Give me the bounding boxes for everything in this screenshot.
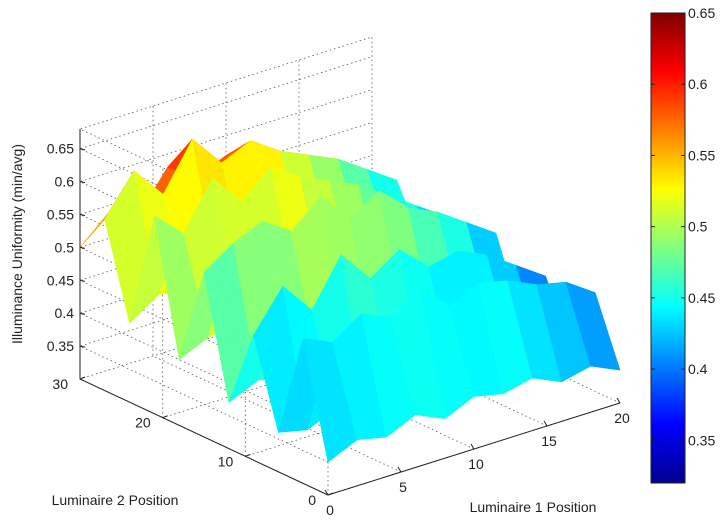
colorbar-tick-label: 0.5 — [688, 219, 708, 235]
z-tick-mark — [79, 246, 86, 249]
x-tick-label: 15 — [541, 433, 557, 449]
z-tick-label: 0.4 — [55, 305, 75, 321]
z-tick-label: 0.35 — [47, 338, 74, 354]
y-axis-line — [79, 378, 329, 496]
z-tick-mark — [79, 345, 86, 348]
z-tick-mark — [79, 312, 86, 315]
y-tick-mark — [245, 453, 251, 457]
colorbar-tick-label: 0.35 — [688, 432, 715, 448]
colorbar-tick-label: 0.65 — [688, 5, 715, 21]
y-tick-label: 30 — [52, 376, 68, 392]
z-tick-label: 0.65 — [47, 141, 74, 157]
z-tick-mark — [79, 181, 86, 184]
z-axis-label: Illuminance Uniformity (min/avg) — [9, 144, 25, 344]
y-tick-label: 10 — [218, 453, 234, 469]
y-tick-mark — [162, 415, 168, 419]
z-tick-label: 0.55 — [47, 207, 74, 223]
x-tick-label: 5 — [399, 479, 407, 495]
z-tick-label: 0.6 — [55, 174, 75, 190]
y-tick-mark — [327, 492, 334, 496]
y-tick-label: 20 — [135, 415, 151, 431]
colorbar: 0.35 0.4 0.45 0.5 0.55 0.6 0.65 — [650, 5, 715, 484]
x-axis-label: Luminaire 1 Position — [470, 499, 597, 515]
axes: 0 5 10 15 20 0 10 20 30 0.35 0.4 0.45 0.5 0.55 0.6 0.65… — [9, 129, 630, 518]
x-tick-mark — [470, 443, 475, 450]
y-tick-mark — [79, 376, 86, 380]
z-tick-mark — [79, 279, 86, 282]
x-tick-mark — [324, 489, 329, 496]
z-tick-mark — [79, 214, 86, 217]
x-tick-label: 20 — [614, 410, 630, 426]
colorbar-gradient — [650, 12, 686, 484]
y-tick-label: 0 — [308, 492, 316, 508]
surface — [79, 138, 621, 463]
x-tick-mark — [543, 420, 548, 427]
z-tick-label: 0.45 — [47, 272, 74, 288]
z-tick-label: 0.5 — [55, 239, 75, 255]
x-tick-label: 10 — [468, 456, 484, 472]
y-axis-label: Luminaire 2 Position — [52, 492, 179, 508]
x-tick-mark — [397, 466, 402, 473]
x-tick-mark — [616, 397, 621, 404]
colorbar-tick-label: 0.45 — [688, 290, 715, 306]
x-tick-label: 0 — [326, 502, 334, 518]
z-tick-mark — [79, 148, 86, 151]
colorbar-tick-label: 0.4 — [688, 361, 708, 377]
colorbar-tick-label: 0.6 — [688, 76, 708, 92]
surface-patch — [565, 281, 621, 371]
colorbar-tick-label: 0.55 — [688, 147, 715, 163]
